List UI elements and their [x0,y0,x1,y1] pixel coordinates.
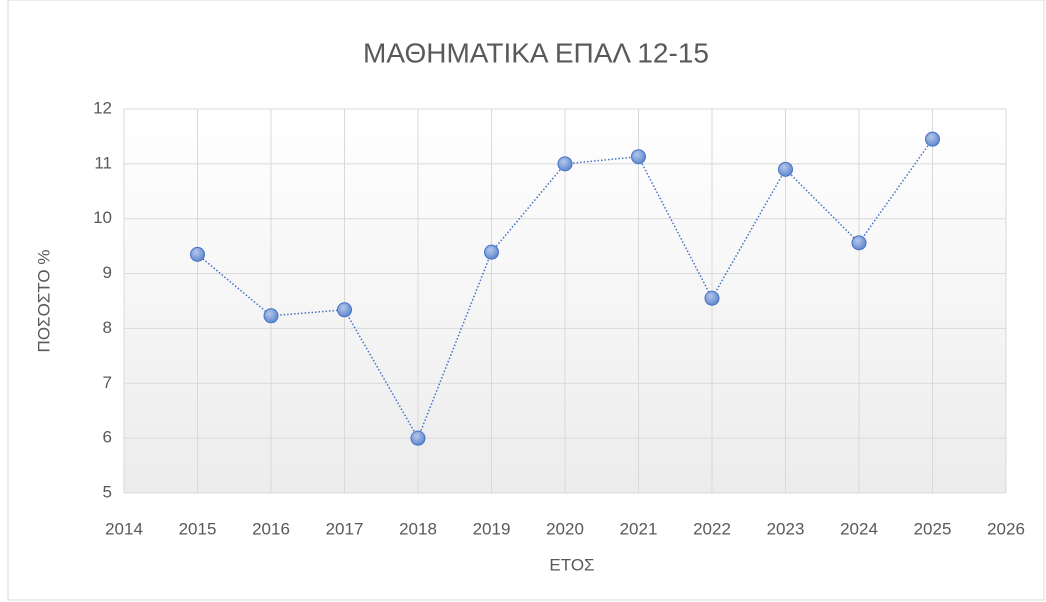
x-tick-label: 2021 [620,519,658,538]
x-axis-label: ΕΤΟΣ [549,555,594,574]
data-point [263,308,279,324]
x-tick-label: 2020 [546,519,584,538]
x-tick-label: 2017 [326,519,364,538]
y-tick-label: 11 [94,153,112,172]
x-tick-label: 2024 [840,519,878,538]
data-point [410,430,426,446]
y-axis-label: ΠΟΣΟΣΤΟ % [34,250,53,353]
x-tick-label: 2016 [252,519,290,538]
data-point [778,161,793,177]
y-tick-label: 7 [103,373,112,392]
data-point [190,246,205,262]
data-point [704,290,720,306]
x-tick-label: 2015 [179,519,217,538]
y-tick-label: 10 [93,208,112,227]
data-point [631,149,646,165]
data-point [557,156,573,172]
data-point [925,131,940,147]
data-point [484,244,499,260]
x-tick-label: 2019 [473,519,511,538]
y-tick-label: 5 [103,482,112,501]
data-point [851,235,867,251]
y-tick-label: 12 [93,98,112,117]
data-point [337,302,352,318]
x-tick-label: 2022 [693,519,731,538]
x-tick-label: 2023 [767,519,805,538]
x-tick-label: 2025 [914,519,952,538]
series-line [197,138,934,440]
chart-title: ΜΑΘΗΜΑΤΙΚΑ ΕΠΑΛ 12-15 [363,37,709,68]
y-tick-label: 6 [103,428,112,447]
x-tick-label: 2026 [987,519,1025,538]
x-tick-label: 2018 [399,519,437,538]
y-tick-label: 9 [103,263,112,282]
x-tick-label: 2014 [105,519,143,538]
y-tick-label: 8 [103,318,112,337]
